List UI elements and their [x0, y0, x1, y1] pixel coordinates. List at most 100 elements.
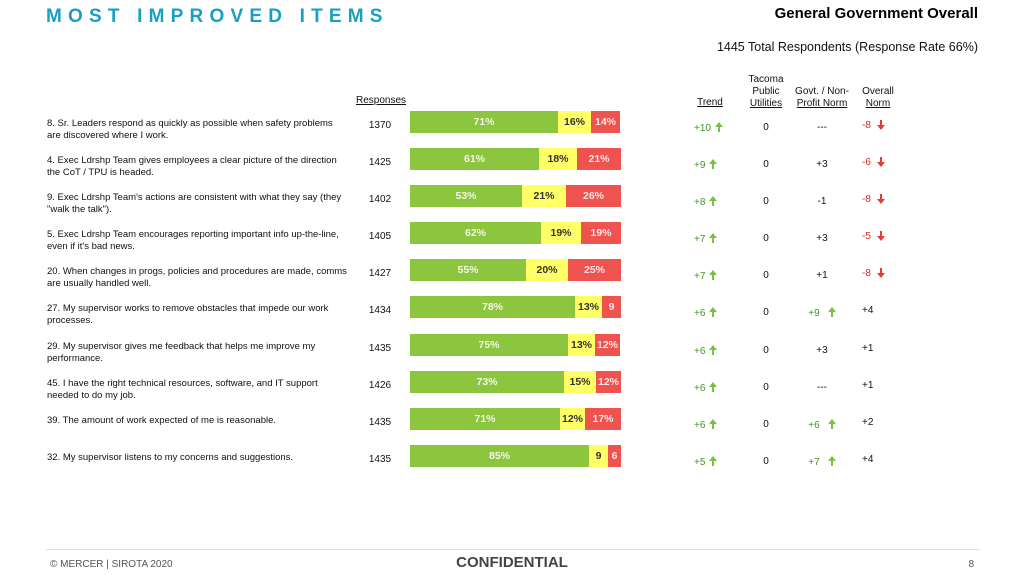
response-count: 1435 [368, 454, 392, 465]
table-row: 27. My supervisor works to remove obstac… [0, 296, 1024, 333]
overall-norm-value: -8 [862, 268, 906, 279]
neutral-segment: 15% [564, 371, 596, 393]
stacked-bar: 75% 13% 12% [410, 334, 621, 356]
unfavorable-segment: 9 [602, 296, 621, 318]
neutral-segment: 16% [558, 111, 591, 133]
trend-value: +6 [694, 307, 734, 319]
unfavorable-segment: 19% [581, 222, 621, 244]
table-row: 9. Exec Ldrshp Team's actions are consis… [0, 185, 1024, 222]
favorable-segment: 61% [410, 148, 539, 170]
table-row: 39. The amount of work expected of me is… [0, 408, 1024, 445]
question-text: 4. Exec Ldrshp Team gives employees a cl… [47, 155, 337, 178]
arrow-up-icon [709, 233, 718, 243]
confidential-label: CONFIDENTIAL [456, 554, 568, 571]
favorable-segment: 73% [410, 371, 564, 393]
arrow-up-icon [709, 307, 718, 317]
stacked-bar: 55% 20% 25% [410, 259, 621, 281]
neutral-segment: 12% [560, 408, 585, 430]
response-count: 1427 [368, 268, 392, 279]
unfavorable-segment: 25% [568, 259, 621, 281]
stacked-bar: 71% 16% 14% [410, 111, 621, 133]
arrow-up-icon [709, 270, 718, 280]
response-count: 1435 [368, 417, 392, 428]
trend-value: +7 [694, 270, 734, 282]
overall-norm-value: -6 [862, 157, 906, 168]
stacked-bar: 85% 9 6 [410, 445, 621, 467]
arrow-up-icon [714, 122, 723, 132]
unfavorable-segment: 26% [566, 185, 621, 207]
column-header-tpu: Tacoma Public Utilities [748, 74, 784, 109]
govt-norm-value: +3 [816, 345, 828, 356]
tpu-value: 0 [763, 270, 769, 281]
response-count: 1434 [368, 305, 392, 316]
table-row: 45. I have the right technical resources… [0, 371, 1024, 408]
response-count: 1402 [368, 194, 392, 205]
question-text: 8. Sr. Leaders respond as quickly as pos… [47, 118, 333, 141]
unfavorable-segment: 12% [595, 334, 620, 356]
neutral-segment: 21% [522, 185, 566, 207]
tpu-value: 0 [763, 419, 769, 430]
table-row: 29. My supervisor gives me feedback that… [0, 334, 1024, 371]
overall-norm-value: +2 [862, 417, 874, 428]
overall-norm-value: +1 [862, 343, 874, 354]
arrow-up-icon [827, 456, 836, 466]
table-row: 5. Exec Ldrshp Team encourages reporting… [0, 222, 1024, 259]
question-text: 39. The amount of work expected of me is… [47, 415, 277, 426]
arrow-up-icon [827, 307, 836, 317]
question-text: 29. My supervisor gives me feedback that… [47, 341, 316, 364]
question-text: 45. I have the right technical resources… [47, 378, 318, 401]
response-count: 1405 [368, 231, 392, 242]
arrow-down-icon [876, 268, 885, 278]
tpu-value: 0 [763, 159, 769, 170]
response-count: 1425 [368, 157, 392, 168]
stacked-bar: 62% 19% 19% [410, 222, 621, 244]
trend-value: +9 [694, 159, 734, 171]
favorable-segment: 71% [410, 111, 558, 133]
govt-norm-value: --- [817, 122, 827, 133]
arrow-up-icon [709, 419, 718, 429]
favorable-segment: 53% [410, 185, 522, 207]
column-header-govt-norm: Govt. / Non- Profit Norm [795, 86, 849, 109]
govt-norm-value: -1 [817, 196, 827, 207]
column-header-responses: Responses [355, 95, 407, 106]
arrow-up-icon [709, 456, 718, 466]
unfavorable-segment: 6 [608, 445, 621, 467]
overall-norm-value: +4 [862, 454, 874, 465]
unfavorable-segment: 12% [596, 371, 621, 393]
unfavorable-segment: 14% [591, 111, 620, 133]
arrow-up-icon [709, 159, 718, 169]
govt-norm-value: +1 [816, 270, 828, 281]
neutral-segment: 13% [568, 334, 595, 356]
overall-norm-value: -5 [862, 231, 906, 242]
table-row: 4. Exec Ldrshp Team gives employees a cl… [0, 148, 1024, 185]
trend-value: +6 [694, 345, 734, 357]
favorable-segment: 55% [410, 259, 526, 281]
trend-value: +5 [694, 456, 734, 468]
response-count: 1370 [368, 120, 392, 131]
arrow-up-icon [709, 382, 718, 392]
neutral-segment: 18% [539, 148, 577, 170]
report-subtitle: General Government Overall [774, 5, 978, 22]
table-row: 8. Sr. Leaders respond as quickly as pos… [0, 111, 1024, 148]
copyright: © MERCER | SIROTA 2020 [50, 559, 173, 570]
arrow-down-icon [876, 120, 885, 130]
trend-value: +7 [694, 233, 734, 245]
tpu-value: 0 [763, 122, 769, 133]
stacked-bar: 53% 21% 26% [410, 185, 621, 207]
question-text: 27. My supervisor works to remove obstac… [47, 303, 329, 326]
favorable-segment: 71% [410, 408, 560, 430]
arrow-up-icon [827, 419, 836, 429]
trend-value: +6 [694, 419, 734, 431]
neutral-segment: 19% [541, 222, 581, 244]
govt-norm-value: +6 [790, 419, 854, 431]
govt-norm-value: +7 [790, 456, 854, 468]
tpu-value: 0 [763, 233, 769, 244]
response-count: 1435 [368, 343, 392, 354]
column-header-trend: Trend [697, 97, 723, 108]
tpu-value: 0 [763, 456, 769, 467]
question-text: 9. Exec Ldrshp Team's actions are consis… [47, 192, 342, 215]
tpu-value: 0 [763, 307, 769, 318]
page-number: 8 [968, 559, 974, 570]
tpu-value: 0 [763, 382, 769, 393]
govt-norm-value: +3 [816, 159, 828, 170]
